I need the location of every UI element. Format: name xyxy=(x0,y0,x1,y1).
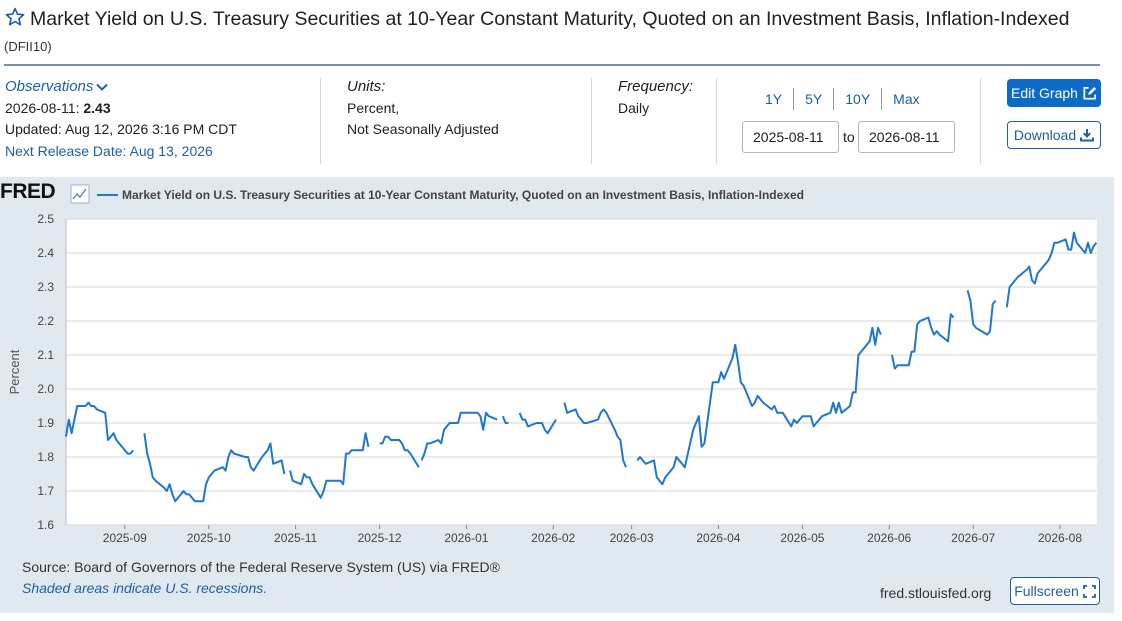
chart-icon xyxy=(70,184,90,204)
recession-note[interactable]: Shaded areas indicate U.S. recessions. xyxy=(22,580,268,596)
x-tick-label: 2025-10 xyxy=(187,531,231,545)
x-tick-label: 2025-11 xyxy=(274,531,317,545)
y-tick-label: 2.4 xyxy=(37,246,54,260)
observations-label: Observations xyxy=(5,78,94,95)
frequency-panel: Frequency: Daily xyxy=(618,76,693,119)
y-tick-label: 1.8 xyxy=(37,450,54,464)
y-tick-label: 1.7 xyxy=(37,484,54,498)
y-tick-label: 2.2 xyxy=(37,314,54,328)
x-tick-label: 2026-07 xyxy=(951,531,995,545)
x-tick-label: 2026-05 xyxy=(780,531,824,545)
fullscreen-button[interactable]: Fullscreen xyxy=(1010,577,1100,605)
units-label: Units: xyxy=(347,78,386,95)
observation-value: 2.43 xyxy=(83,99,111,116)
series-line xyxy=(65,231,1098,503)
range-max-button[interactable]: Max xyxy=(881,88,930,110)
end-date-input[interactable] xyxy=(858,121,955,153)
chart-icon-line xyxy=(72,188,87,200)
download-button[interactable]: Download xyxy=(1007,121,1101,149)
y-tick-label: 2.3 xyxy=(37,280,54,294)
x-tick-label: 2025-12 xyxy=(358,531,402,545)
title-row: Market Yield on U.S. Treasury Securities… xyxy=(4,6,1104,60)
y-tick-label: 2.5 xyxy=(37,212,54,226)
frequency-value: Daily xyxy=(618,99,650,116)
latest-observation: 2026-08-11: 2.43 xyxy=(5,98,237,120)
observations-panel: Observations 2026-08-11: 2.43 Updated: A… xyxy=(5,76,237,162)
range-selector: 1Y 5Y 10Y Max xyxy=(754,88,931,110)
x-tick-label: 2026-04 xyxy=(696,531,740,545)
line-chart: 1.6 1.7 1.8 1.9 2.0 2.1 2.2 2.3 2.4 2.5 2025-09 202… xyxy=(7,184,1098,545)
x-tick-label: 2026-03 xyxy=(610,531,654,545)
units-line-1: Percent, xyxy=(347,99,400,116)
divider xyxy=(716,78,717,164)
chevron-down-icon xyxy=(96,83,109,91)
observations-dropdown[interactable]: Observations xyxy=(5,76,237,98)
x-tick-label: 2025-09 xyxy=(103,531,147,545)
legend-label: Market Yield on U.S. Treasury Securities… xyxy=(122,188,804,202)
plot-area xyxy=(66,219,1097,525)
range-1y-button[interactable]: 1Y xyxy=(765,91,783,107)
edit-graph-label: Edit Graph xyxy=(1011,85,1078,101)
updated-text: Updated: Aug 12, 2026 3:16 PM CDT xyxy=(5,121,237,137)
to-label: to xyxy=(843,129,855,145)
series-id: (DFII10) xyxy=(4,39,52,54)
download-label: Download xyxy=(1013,127,1077,143)
title-text: Market Yield on U.S. Treasury Securities… xyxy=(30,8,1070,30)
next-release-link[interactable]: Next Release Date: Aug 13, 2026 xyxy=(5,142,213,159)
y-tick-label: 1.9 xyxy=(37,416,54,430)
x-tick-label: 2026-02 xyxy=(531,531,575,545)
observation-date: 2026-08-11: xyxy=(5,99,80,116)
y-tick-label: 2.1 xyxy=(37,348,54,362)
y-tick-label: 1.6 xyxy=(37,518,54,532)
x-tick-label: 2026-08 xyxy=(1038,531,1082,545)
frequency-label: Frequency: xyxy=(618,78,694,95)
fullscreen-label: Fullscreen xyxy=(1014,583,1079,599)
page-title: Market Yield on U.S. Treasury Securities… xyxy=(4,6,1104,60)
y-axis-label: Percent xyxy=(7,349,22,394)
fred-logo: FRED xyxy=(0,180,56,203)
x-tick-label: 2026-06 xyxy=(867,531,911,545)
range-10y-button[interactable]: 10Y xyxy=(833,88,881,110)
fred-url: fred.stlouisfed.org xyxy=(880,585,992,601)
units-panel: Units: Percent, Not Seasonally Adjusted xyxy=(347,76,499,141)
edit-icon xyxy=(1083,86,1097,99)
divider xyxy=(320,78,321,164)
star-icon[interactable] xyxy=(4,6,26,28)
download-icon xyxy=(1080,129,1095,142)
y-tick-label: 2.0 xyxy=(37,382,54,396)
expand-icon xyxy=(1082,584,1096,598)
units-line-2: Not Seasonally Adjusted xyxy=(347,121,499,137)
start-date-input[interactable] xyxy=(742,121,839,153)
source-note: Source: Board of Governors of the Federa… xyxy=(22,559,500,575)
edit-graph-button[interactable]: Edit Graph xyxy=(1007,79,1101,107)
title-divider xyxy=(4,64,1100,66)
divider xyxy=(591,78,592,164)
divider xyxy=(980,78,981,164)
x-tick-label: 2026-01 xyxy=(444,531,488,545)
range-5y-button[interactable]: 5Y xyxy=(793,88,833,110)
